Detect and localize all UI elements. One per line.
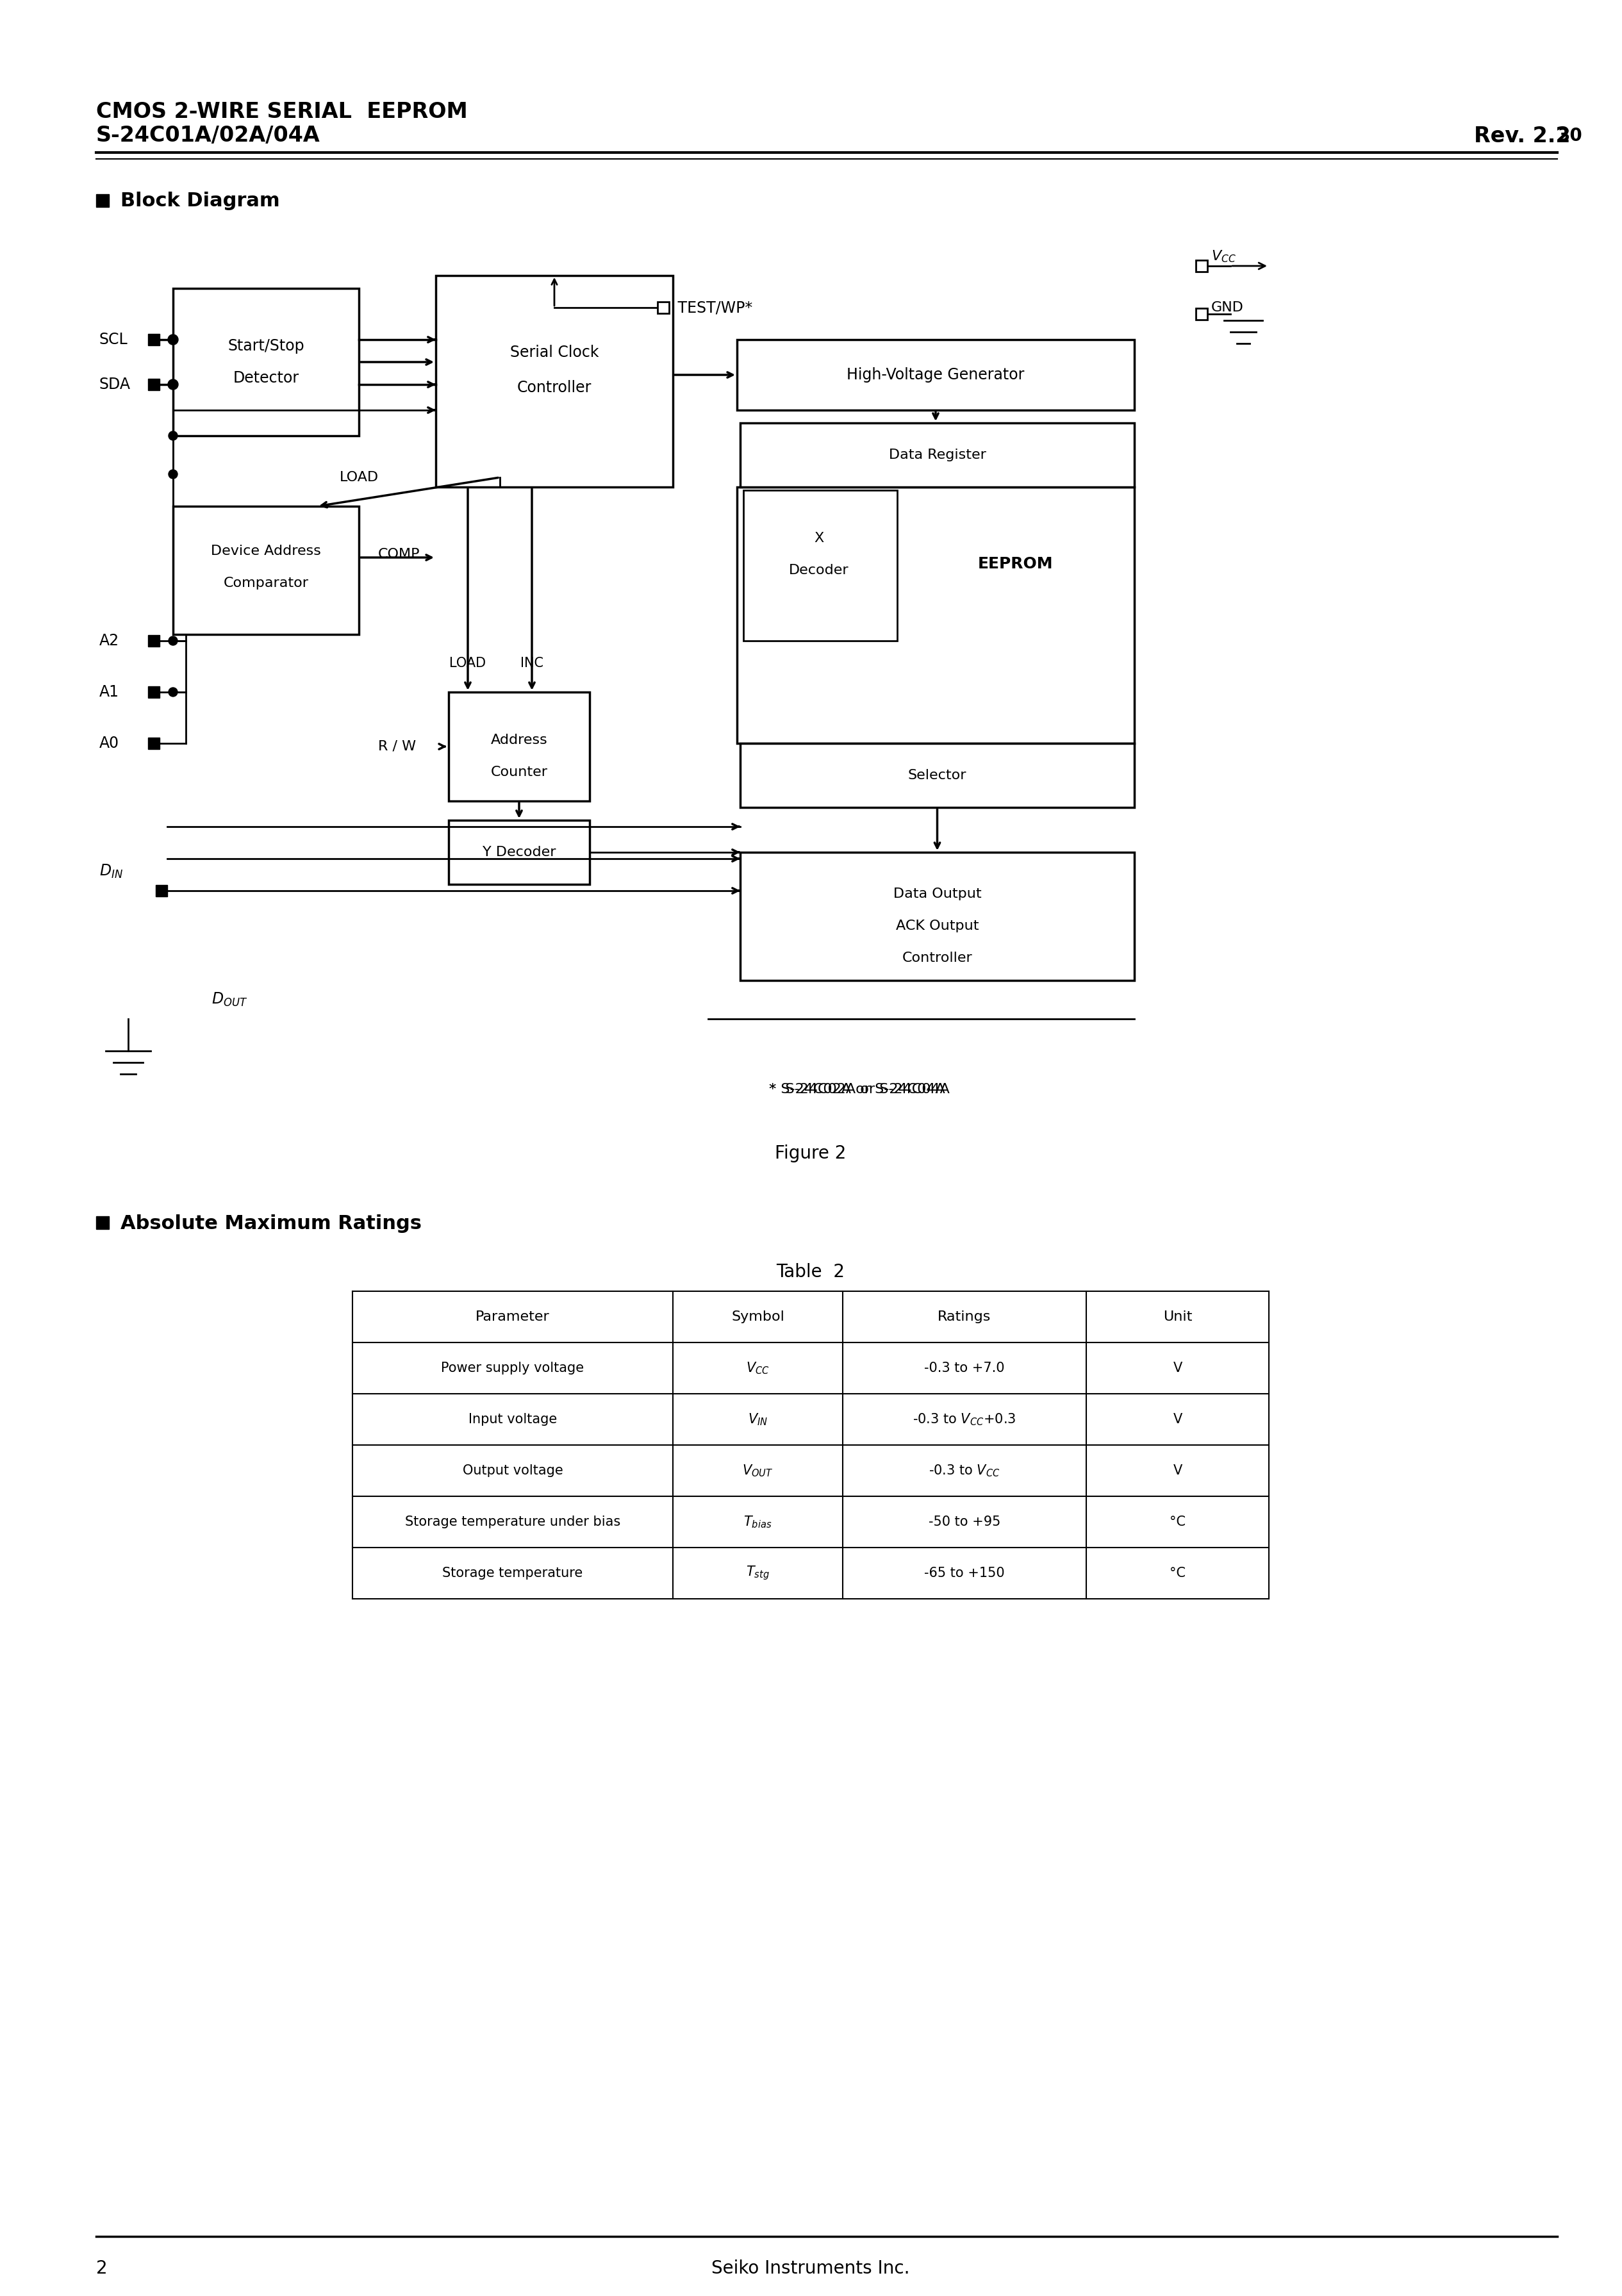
Text: Storage temperature: Storage temperature [443, 1566, 582, 1580]
Bar [174, 289, 358, 436]
Text: -65 to +150: -65 to +150 [925, 1566, 1004, 1580]
Bar [96, 195, 109, 207]
Text: Table  2: Table 2 [777, 1263, 845, 1281]
Text: Ratings: Ratings [938, 1311, 991, 1322]
Bar [740, 744, 1134, 808]
Text: $D_{IN}$: $D_{IN}$ [99, 863, 123, 879]
Text: Rev. 2.2: Rev. 2.2 [1474, 126, 1570, 147]
Text: Selector: Selector [908, 769, 967, 781]
Text: -0.3 to $V_{CC}$: -0.3 to $V_{CC}$ [929, 1463, 1001, 1479]
Bar [736, 340, 1134, 411]
Text: A0: A0 [99, 735, 120, 751]
Bar [736, 487, 1134, 744]
Text: $T_{stg}$: $T_{stg}$ [746, 1564, 769, 1582]
Text: * S-24C02A or S-24C04A: * S-24C02A or S-24C04A [769, 1084, 946, 1095]
Text: °C: °C [1169, 1566, 1186, 1580]
Bar [740, 422, 1134, 487]
Circle shape [169, 636, 177, 645]
Text: $V_{CC}$: $V_{CC}$ [1212, 248, 1236, 264]
Text: COMP: COMP [378, 549, 420, 560]
Text: Output voltage: Output voltage [462, 1465, 563, 1476]
Text: Power supply voltage: Power supply voltage [441, 1362, 584, 1375]
Text: Figure 2: Figure 2 [775, 1143, 847, 1162]
Text: Symbol: Symbol [732, 1311, 785, 1322]
Bar [96, 1217, 109, 1228]
Text: R / W: R / W [378, 739, 415, 753]
Text: Input voltage: Input voltage [469, 1412, 556, 1426]
Bar [148, 737, 159, 748]
Circle shape [169, 432, 177, 441]
Text: -50 to +95: -50 to +95 [928, 1515, 1001, 1529]
Text: Decoder: Decoder [788, 565, 848, 576]
Text: Start/Stop: Start/Stop [227, 338, 305, 354]
Bar [148, 687, 159, 698]
Text: $V_{IN}$: $V_{IN}$ [748, 1412, 767, 1426]
Bar [156, 884, 167, 895]
Text: Data Register: Data Register [889, 448, 986, 461]
Bar [1195, 259, 1207, 271]
Bar [1195, 308, 1207, 319]
Text: Absolute Maximum Ratings: Absolute Maximum Ratings [120, 1215, 422, 1233]
Text: Controller: Controller [517, 381, 592, 395]
Bar [449, 820, 589, 884]
Text: Seiko Instruments Inc.: Seiko Instruments Inc. [712, 2259, 910, 2278]
Text: Counter: Counter [490, 767, 548, 778]
Bar [174, 505, 358, 634]
Text: X: X [814, 533, 824, 544]
Circle shape [169, 335, 178, 344]
Text: A1: A1 [99, 684, 118, 700]
Text: SCL: SCL [99, 333, 128, 347]
Text: Serial Clock: Serial Clock [509, 344, 599, 360]
Circle shape [169, 687, 177, 696]
Text: V: V [1173, 1412, 1182, 1426]
Text: Device Address: Device Address [211, 544, 321, 558]
Bar [148, 333, 159, 344]
Text: LOAD: LOAD [339, 471, 378, 484]
Text: LOAD: LOAD [449, 657, 487, 670]
Text: °C: °C [1169, 1515, 1186, 1529]
Bar [148, 379, 159, 390]
Text: Address: Address [490, 735, 548, 746]
Text: Comparator: Comparator [224, 576, 308, 590]
Text: ACK Output: ACK Output [895, 921, 978, 932]
Text: Block Diagram: Block Diagram [120, 193, 281, 211]
Text: A2: A2 [99, 634, 120, 647]
Bar [657, 301, 668, 312]
Bar [436, 276, 673, 487]
Text: $V_{OUT}$: $V_{OUT}$ [743, 1463, 774, 1479]
Text: Controller: Controller [902, 951, 973, 964]
Bar [148, 636, 159, 647]
Text: $T_{bias}$: $T_{bias}$ [743, 1515, 772, 1529]
Text: 30: 30 [1557, 126, 1581, 145]
Bar [740, 852, 1134, 980]
Text: S-24C01A/02A/04A: S-24C01A/02A/04A [96, 126, 320, 147]
Text: $D_{OUT}$: $D_{OUT}$ [211, 992, 248, 1008]
Text: EEPROM: EEPROM [978, 556, 1053, 572]
Text: Storage temperature under bias: Storage temperature under bias [406, 1515, 621, 1529]
Text: TEST/WP*: TEST/WP* [673, 301, 753, 315]
Text: $V_{CC}$: $V_{CC}$ [746, 1362, 769, 1375]
Text: Data Output: Data Output [894, 889, 981, 900]
Text: CMOS 2-WIRE SERIAL  EEPROM: CMOS 2-WIRE SERIAL EEPROM [96, 101, 467, 122]
Text: Parameter: Parameter [475, 1311, 550, 1322]
Text: -0.3 to +7.0: -0.3 to +7.0 [925, 1362, 1004, 1375]
Text: SDA: SDA [99, 377, 131, 393]
Bar [449, 691, 589, 801]
Text: V: V [1173, 1465, 1182, 1476]
Circle shape [169, 379, 178, 390]
Text: INC: INC [521, 657, 543, 670]
Bar [743, 491, 897, 641]
Text: GND: GND [1212, 301, 1244, 315]
Text: V: V [1173, 1362, 1182, 1375]
Text: *  S-24C02A or S-24C04A: * S-24C02A or S-24C04A [769, 1084, 949, 1095]
Text: Detector: Detector [234, 370, 298, 386]
Text: -0.3 to $V_{CC}$+0.3: -0.3 to $V_{CC}$+0.3 [913, 1412, 1015, 1426]
Circle shape [169, 471, 177, 478]
Text: High-Voltage Generator: High-Voltage Generator [847, 367, 1025, 383]
Text: Unit: Unit [1163, 1311, 1192, 1322]
Text: 2: 2 [96, 2259, 107, 2278]
Text: Y Decoder: Y Decoder [482, 845, 556, 859]
